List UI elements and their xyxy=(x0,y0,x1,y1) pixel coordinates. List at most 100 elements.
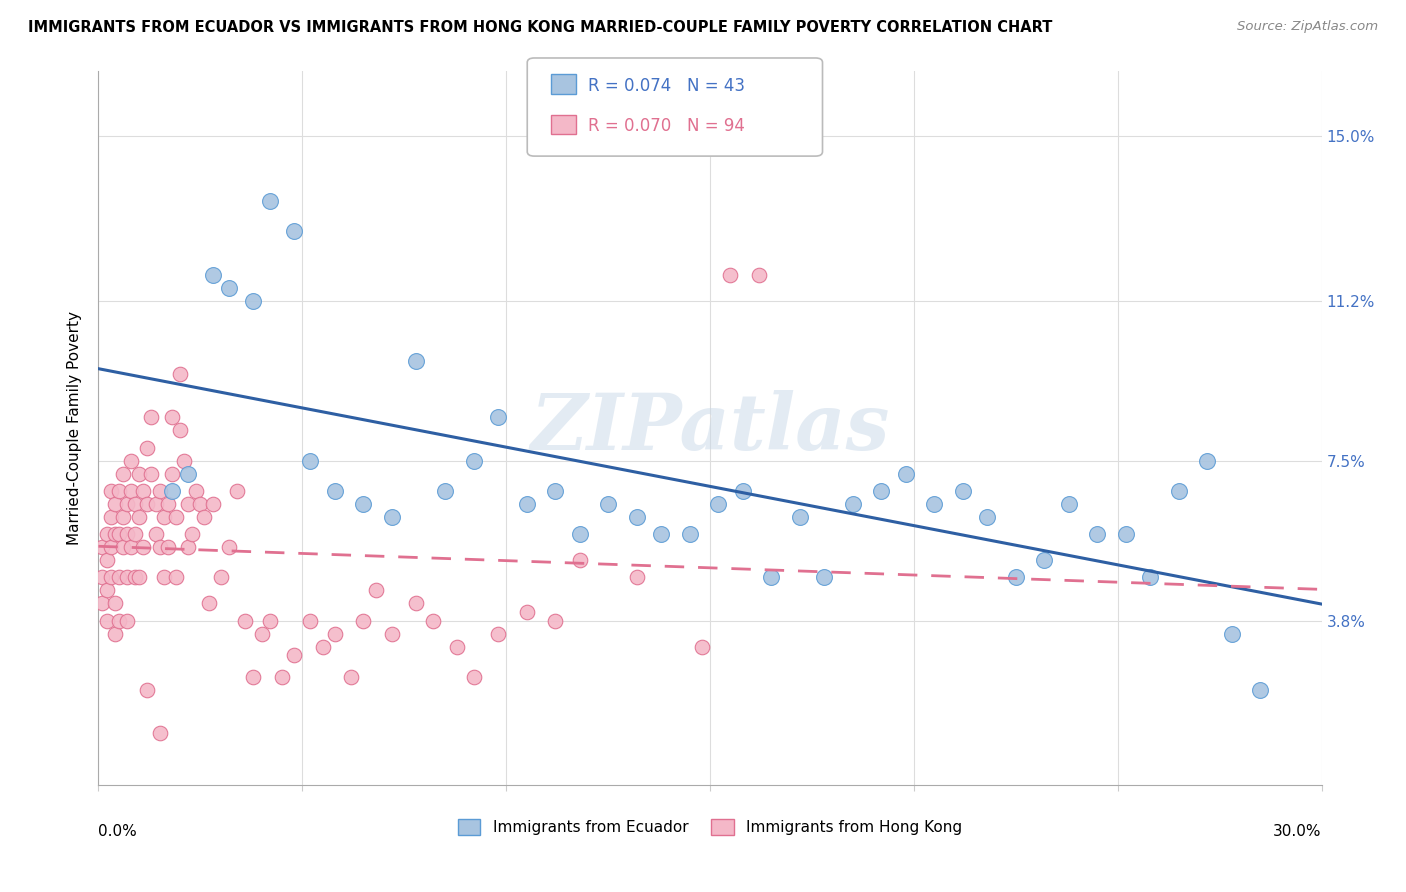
Point xyxy=(160,483,183,498)
Point xyxy=(115,570,138,584)
Text: Source: ZipAtlas.com: Source: ZipAtlas.com xyxy=(1237,20,1378,33)
Point xyxy=(120,453,142,467)
Point xyxy=(1085,527,1108,541)
Point xyxy=(193,509,215,524)
Point xyxy=(132,483,155,498)
Point xyxy=(922,497,945,511)
Point xyxy=(1004,570,1026,584)
Point xyxy=(149,726,172,740)
Point xyxy=(226,483,249,498)
Point xyxy=(731,483,754,498)
Point xyxy=(1033,553,1056,567)
Point xyxy=(91,596,114,610)
Point xyxy=(100,540,122,554)
Point xyxy=(352,614,374,628)
Point xyxy=(1249,682,1271,697)
Point xyxy=(165,509,187,524)
Point xyxy=(136,497,159,511)
Point xyxy=(169,423,191,437)
Point xyxy=(91,570,114,584)
Point xyxy=(568,527,591,541)
Point xyxy=(100,483,122,498)
Point xyxy=(718,268,742,282)
Point xyxy=(201,268,224,282)
Point xyxy=(870,483,893,498)
Point xyxy=(132,540,155,554)
Point xyxy=(446,640,468,654)
Point xyxy=(976,509,998,524)
Point xyxy=(124,570,146,584)
Point xyxy=(96,553,118,567)
Point xyxy=(145,527,167,541)
Text: R = 0.074   N = 43: R = 0.074 N = 43 xyxy=(588,77,745,95)
Point xyxy=(352,497,374,511)
Point xyxy=(136,441,159,455)
Point xyxy=(707,497,730,511)
Point xyxy=(789,509,811,524)
Point xyxy=(197,596,219,610)
Point xyxy=(422,614,444,628)
Point xyxy=(1197,453,1219,467)
Point xyxy=(128,570,150,584)
Point xyxy=(96,614,118,628)
Point xyxy=(299,614,322,628)
Point xyxy=(100,509,122,524)
Point xyxy=(405,354,427,368)
Point xyxy=(841,497,863,511)
Point xyxy=(173,453,195,467)
Point xyxy=(1220,626,1243,640)
Point xyxy=(516,497,538,511)
Point xyxy=(381,626,404,640)
Legend: Immigrants from Ecuador, Immigrants from Hong Kong: Immigrants from Ecuador, Immigrants from… xyxy=(451,814,969,841)
Point xyxy=(104,596,127,610)
Point xyxy=(145,497,167,511)
Point xyxy=(1139,570,1161,584)
Point xyxy=(598,497,620,511)
Point xyxy=(312,640,335,654)
Point xyxy=(1115,527,1137,541)
Point xyxy=(250,626,273,640)
Point xyxy=(463,670,485,684)
Point xyxy=(218,540,240,554)
Point xyxy=(748,268,770,282)
Point xyxy=(186,483,208,498)
Point xyxy=(160,467,183,481)
Point xyxy=(626,509,648,524)
Point xyxy=(364,583,387,598)
Point xyxy=(463,453,485,467)
Point xyxy=(104,527,127,541)
Point xyxy=(149,483,172,498)
Point xyxy=(152,570,174,584)
Point xyxy=(894,467,917,481)
Point xyxy=(160,410,183,425)
Point xyxy=(323,483,346,498)
Point xyxy=(111,467,134,481)
Point xyxy=(516,605,538,619)
Point xyxy=(100,570,122,584)
Point xyxy=(165,570,187,584)
Point xyxy=(141,410,163,425)
Point xyxy=(108,570,131,584)
Point xyxy=(568,553,591,567)
Point xyxy=(115,497,138,511)
Point xyxy=(405,596,427,610)
Point xyxy=(761,570,783,584)
Point xyxy=(128,509,150,524)
Point xyxy=(108,483,131,498)
Point xyxy=(233,614,256,628)
Point xyxy=(679,527,702,541)
Point xyxy=(242,293,264,308)
Point xyxy=(124,527,146,541)
Point xyxy=(218,280,240,294)
Point xyxy=(188,497,212,511)
Point xyxy=(152,509,174,524)
Point xyxy=(381,509,404,524)
Y-axis label: Married-Couple Family Poverty: Married-Couple Family Poverty xyxy=(67,311,83,545)
Point xyxy=(156,497,179,511)
Point xyxy=(156,540,179,554)
Point xyxy=(136,682,159,697)
Point xyxy=(650,527,672,541)
Point xyxy=(111,540,134,554)
Text: R = 0.070   N = 94: R = 0.070 N = 94 xyxy=(588,117,745,135)
Point xyxy=(283,224,305,238)
